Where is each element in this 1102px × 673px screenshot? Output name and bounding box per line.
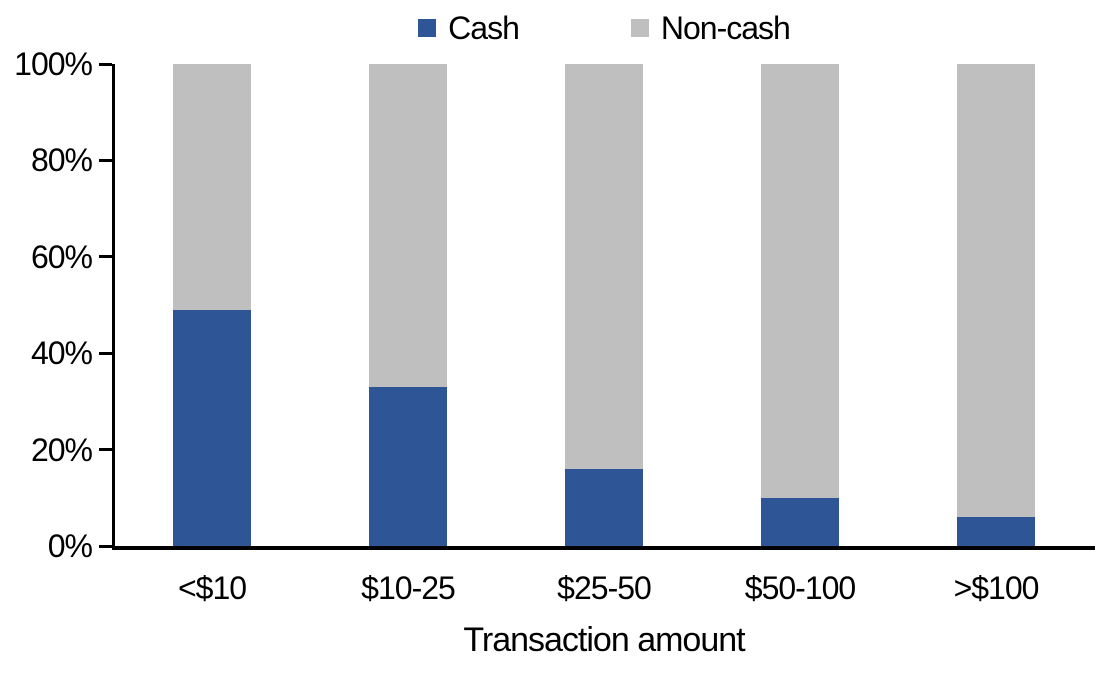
- legend-item-noncash: Non-cash: [630, 10, 791, 46]
- x-tick-label: >$100: [953, 570, 1040, 606]
- x-axis-line: [112, 546, 1095, 550]
- bar-segment-cash: [761, 497, 839, 546]
- y-tick-mark: [99, 255, 112, 259]
- y-tick-label: 100%: [14, 46, 93, 82]
- y-tick-label: 80%: [30, 142, 93, 179]
- y-tick-mark: [99, 448, 112, 452]
- y-axis-line: [112, 64, 115, 550]
- chart-legend: Cash Non-cash: [114, 6, 1094, 50]
- y-axis-labels: 0% 20% 40% 60% 80% 100%: [0, 46, 93, 564]
- bar-group: [369, 64, 447, 546]
- plot-area: [114, 64, 1094, 546]
- cash-legend-swatch-icon: [418, 19, 437, 37]
- y-tick-label: 40%: [30, 335, 93, 372]
- x-tick-label: $10-25: [361, 570, 456, 606]
- y-tick-mark: [99, 544, 112, 548]
- x-tick-label: $25-50: [557, 570, 652, 606]
- x-tick-label: $50-100: [744, 570, 856, 606]
- noncash-legend-swatch-icon: [630, 19, 649, 37]
- bar-group: [173, 64, 251, 546]
- bar-segment-non-cash: [173, 64, 251, 310]
- y-tick-label: 0%: [47, 528, 93, 564]
- bar-segment-non-cash: [761, 64, 839, 498]
- cash-legend-label: Cash: [448, 10, 520, 46]
- y-tick-mark: [99, 62, 112, 66]
- y-axis-tick-marks: [99, 62, 112, 548]
- bar-group: [957, 64, 1035, 546]
- x-axis-labels: <$10 $10-25 $25-50 $50-100 >$100: [114, 570, 1094, 606]
- y-tick-mark: [99, 158, 112, 162]
- bar-group: [761, 64, 839, 546]
- bar-segment-cash: [565, 468, 643, 546]
- y-tick-label: 20%: [30, 431, 93, 468]
- noncash-legend-label: Non-cash: [660, 10, 791, 46]
- bar-segment-cash: [173, 309, 251, 546]
- bar-segment-cash: [957, 517, 1035, 546]
- bar-segment-non-cash: [957, 64, 1035, 518]
- y-tick-label: 60%: [30, 238, 93, 275]
- bar-segment-cash: [369, 386, 447, 546]
- legend-item-cash: Cash: [418, 10, 520, 46]
- bar-segment-non-cash: [565, 64, 643, 469]
- x-axis-title: Transaction amount: [463, 621, 745, 659]
- x-tick-label: <$10: [177, 570, 247, 606]
- y-tick-mark: [99, 351, 112, 355]
- bar-segment-non-cash: [369, 64, 447, 387]
- bar-group: [565, 64, 643, 546]
